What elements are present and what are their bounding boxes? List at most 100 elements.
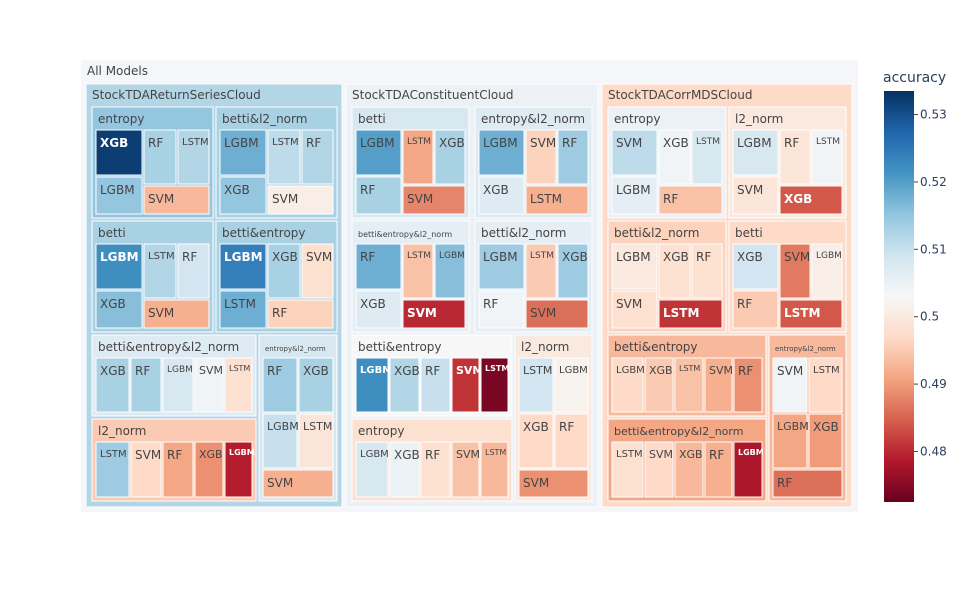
- model-tile-lstm[interactable]: [177, 129, 210, 185]
- model-tile-lstm[interactable]: [480, 357, 509, 413]
- model-tile-lstm[interactable]: [674, 357, 704, 413]
- model-tile-xgb[interactable]: [389, 441, 420, 498]
- model-tile-svm[interactable]: [267, 185, 334, 215]
- model-tile-svm[interactable]: [262, 469, 334, 498]
- model-tile-rf[interactable]: [732, 290, 779, 329]
- model-tile-lgbm[interactable]: [355, 129, 402, 176]
- model-tile-rf[interactable]: [691, 243, 723, 299]
- model-tile-rf[interactable]: [162, 441, 194, 498]
- model-tile-rf[interactable]: [355, 243, 402, 290]
- model-tile-svm[interactable]: [451, 357, 480, 413]
- model-tile-svm[interactable]: [732, 176, 779, 215]
- model-tile-lstm[interactable]: [402, 129, 434, 185]
- model-tile-rf[interactable]: [557, 129, 589, 185]
- model-tile-lstm[interactable]: [267, 129, 301, 185]
- model-tile-lstm[interactable]: [518, 357, 554, 413]
- model-tile-rf[interactable]: [177, 243, 210, 299]
- model-tile-xgb[interactable]: [355, 290, 402, 329]
- model-tile-lgbm[interactable]: [611, 243, 658, 290]
- model-tile-lstm[interactable]: [95, 441, 130, 498]
- model-tile-svm[interactable]: [525, 299, 589, 329]
- model-tile-lstm[interactable]: [808, 357, 843, 413]
- model-tile-rf[interactable]: [658, 185, 723, 215]
- model-tile-lstm[interactable]: [525, 185, 589, 215]
- model-tile-rf[interactable]: [772, 469, 843, 498]
- model-tile-svm[interactable]: [143, 185, 210, 215]
- model-tile-xgb[interactable]: [194, 441, 224, 498]
- model-tile-svm[interactable]: [194, 357, 224, 413]
- model-tile-svm[interactable]: [143, 299, 210, 329]
- model-tile-rf[interactable]: [262, 357, 298, 413]
- model-tile-svm[interactable]: [518, 469, 589, 498]
- model-tile-rf[interactable]: [301, 129, 334, 185]
- model-tile-lgbm[interactable]: [355, 357, 389, 413]
- model-tile-rf[interactable]: [779, 129, 811, 185]
- model-tile-lgbm[interactable]: [219, 129, 267, 176]
- model-tile-xgb[interactable]: [732, 243, 779, 290]
- model-tile-rf[interactable]: [267, 299, 334, 329]
- model-tile-lstm[interactable]: [611, 441, 644, 498]
- model-tile-lgbm[interactable]: [732, 129, 779, 176]
- model-tile-xgb[interactable]: [644, 357, 674, 413]
- model-tile-svm[interactable]: [772, 357, 808, 413]
- model-tile-rf[interactable]: [420, 357, 451, 413]
- model-tile-lstm[interactable]: [691, 129, 723, 185]
- model-tile-svm[interactable]: [611, 290, 658, 329]
- model-tile-xgb[interactable]: [298, 357, 334, 413]
- model-tile-svm[interactable]: [402, 299, 466, 329]
- model-tile-lgbm[interactable]: [95, 176, 143, 215]
- model-tile-xgb[interactable]: [219, 176, 267, 215]
- model-tile-lstm[interactable]: [811, 129, 843, 185]
- model-tile-lstm[interactable]: [779, 299, 843, 329]
- model-tile-lstm[interactable]: [224, 357, 253, 413]
- model-tile-xgb[interactable]: [808, 413, 843, 469]
- model-tile-svm[interactable]: [525, 129, 557, 185]
- model-tile-xgb[interactable]: [95, 129, 143, 176]
- model-tile-rf[interactable]: [478, 290, 525, 329]
- model-tile-xgb[interactable]: [478, 176, 525, 215]
- model-tile-lgbm[interactable]: [478, 129, 525, 176]
- model-tile-lstm[interactable]: [658, 299, 723, 329]
- model-tile-xgb[interactable]: [267, 243, 301, 299]
- model-tile-svm[interactable]: [130, 441, 162, 498]
- model-tile-lgbm[interactable]: [95, 243, 143, 290]
- model-tile-svm[interactable]: [611, 129, 658, 176]
- model-tile-lstm[interactable]: [402, 243, 434, 299]
- model-tile-lgbm[interactable]: [772, 413, 808, 469]
- model-tile-svm[interactable]: [451, 441, 480, 498]
- model-tile-xgb[interactable]: [674, 441, 704, 498]
- model-tile-xgb[interactable]: [389, 357, 420, 413]
- model-tile-xgb[interactable]: [518, 413, 554, 469]
- model-tile-lstm[interactable]: [143, 243, 177, 299]
- model-tile-lgbm[interactable]: [478, 243, 525, 290]
- model-tile-rf[interactable]: [704, 441, 733, 498]
- model-tile-lgbm[interactable]: [162, 357, 194, 413]
- model-tile-lgbm[interactable]: [355, 441, 389, 498]
- model-tile-lgbm[interactable]: [611, 176, 658, 215]
- model-tile-lstm[interactable]: [298, 413, 334, 469]
- model-tile-xgb[interactable]: [95, 357, 130, 413]
- model-tile-xgb[interactable]: [434, 129, 466, 185]
- model-tile-rf[interactable]: [733, 357, 763, 413]
- model-tile-rf[interactable]: [130, 357, 162, 413]
- model-tile-lgbm[interactable]: [434, 243, 466, 299]
- model-tile-xgb[interactable]: [557, 243, 589, 299]
- model-tile-lstm[interactable]: [480, 441, 509, 498]
- model-tile-svm[interactable]: [704, 357, 733, 413]
- model-tile-rf[interactable]: [554, 413, 589, 469]
- model-tile-xgb[interactable]: [95, 290, 143, 329]
- model-tile-lgbm[interactable]: [554, 357, 589, 413]
- model-tile-svm[interactable]: [301, 243, 334, 299]
- model-tile-xgb[interactable]: [779, 185, 843, 215]
- model-tile-xgb[interactable]: [658, 129, 691, 185]
- model-tile-rf[interactable]: [143, 129, 177, 185]
- model-tile-svm[interactable]: [779, 243, 811, 299]
- model-tile-lgbm[interactable]: [224, 441, 253, 498]
- model-tile-rf[interactable]: [355, 176, 402, 215]
- model-tile-svm[interactable]: [402, 185, 466, 215]
- model-tile-svm[interactable]: [644, 441, 674, 498]
- model-tile-lgbm[interactable]: [219, 243, 267, 290]
- model-tile-xgb[interactable]: [658, 243, 691, 299]
- model-tile-lgbm[interactable]: [811, 243, 843, 299]
- model-tile-lgbm[interactable]: [611, 357, 644, 413]
